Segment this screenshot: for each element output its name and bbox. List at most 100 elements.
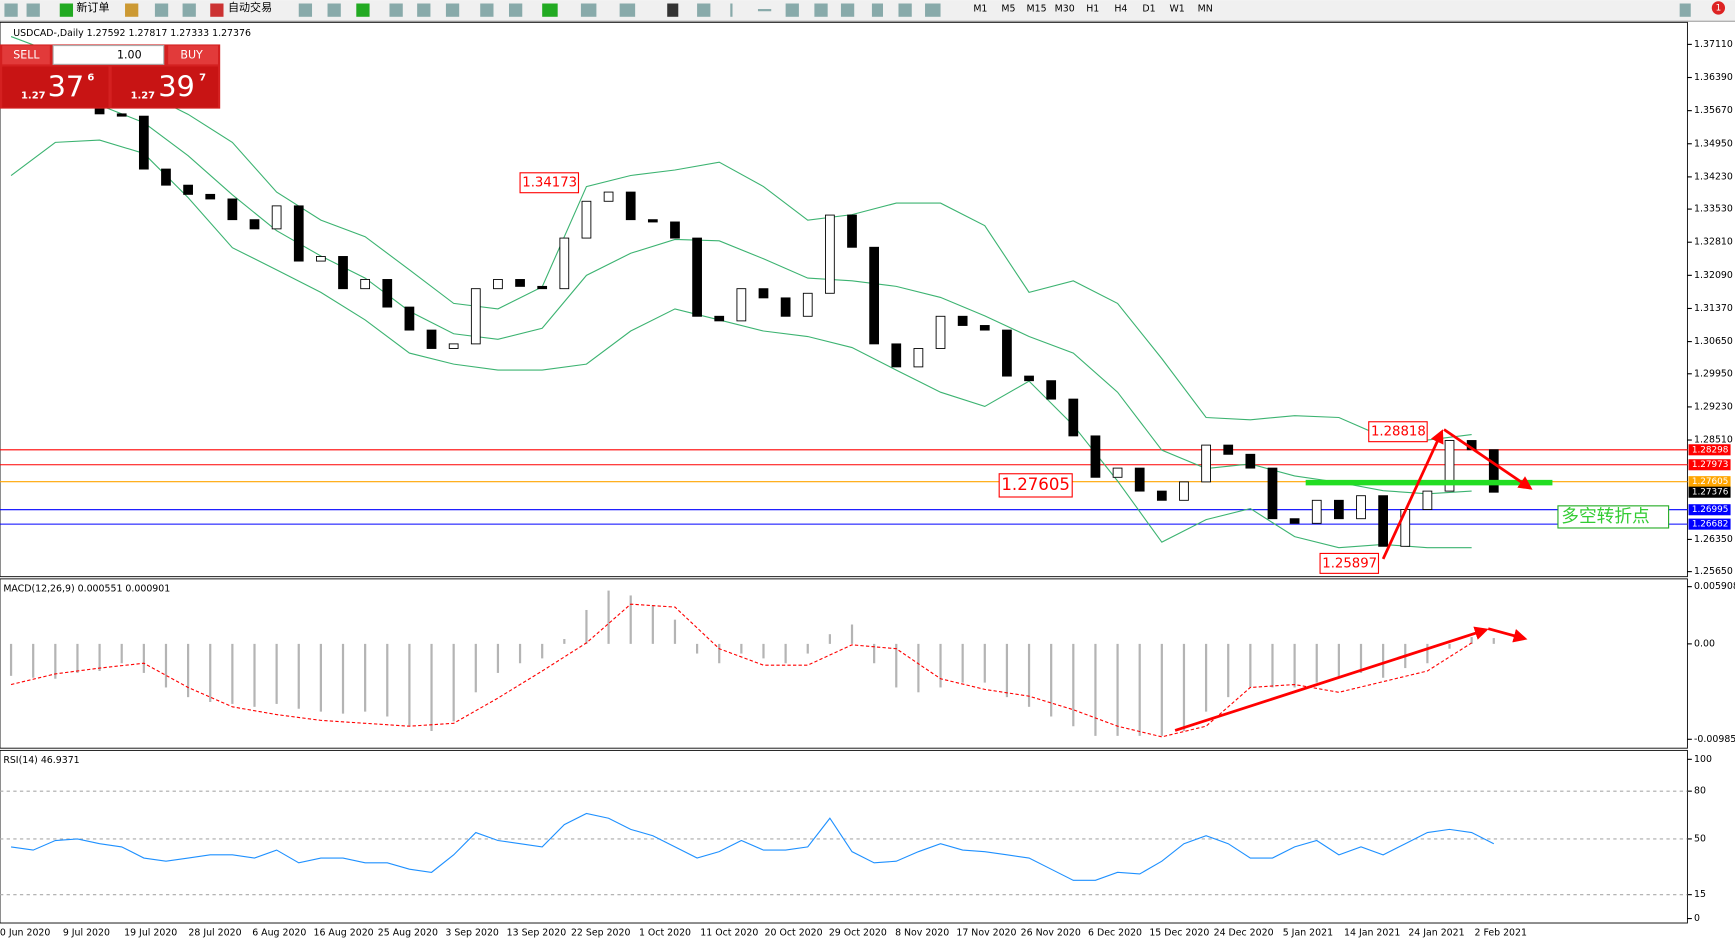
y-tick-label: 1.29950 [1694,368,1733,379]
candle [426,329,437,349]
candle [780,297,791,317]
timeframe-button[interactable]: W1 [1169,4,1184,15]
trade-panel [0,44,221,109]
y-tick-label: 100 [1694,754,1712,765]
candle [382,279,393,308]
x-tick-label: 11 Oct 2020 [700,927,758,938]
x-tick-label: 14 Jan 2021 [1344,927,1400,938]
candle [1488,449,1499,493]
level-tag [1688,504,1731,516]
level-tag-label: 1.27973 [1692,460,1729,470]
candle [891,343,902,368]
timeframe-bar: M1 M5 M15 M30 H1 H4 D1 W1 MN [973,4,1212,15]
x-tick-label: 30 Jun 2020 [0,927,50,938]
candle [979,325,990,331]
macd-header: MACD(12,26,9) 0.000551 0.000901 [3,583,170,594]
x-tick-label: 19 Jul 2020 [124,927,177,938]
annotation: 1.34173 [522,176,577,191]
buy-prefix: 1.27 [131,90,156,101]
timeframe-button[interactable]: M5 [1001,4,1015,15]
annotation: 1.25897 [1322,556,1377,571]
bid-tag [1688,486,1731,498]
level-tag-label: 1.26995 [1692,505,1729,515]
candle [493,279,503,290]
candle [1002,329,1012,377]
bollinger-band [10,36,1472,441]
x-tick-label: 9 Jul 2020 [63,927,110,938]
y-tick-label: 1.25650 [1694,566,1733,577]
candle [183,184,193,195]
annotation: 1.28818 [1371,425,1426,440]
candle [271,205,282,230]
lot-value: 1.00 [117,49,142,62]
lot-input[interactable] [52,44,165,65]
level-tag [1688,518,1731,530]
plots: 1.37110 1.36390 1.35670 1.34950 1.34230 1.335… [0,36,1735,938]
notification-badge[interactable] [1711,1,1726,15]
bid-tag-label: 1.27376 [1692,488,1729,498]
candle [935,315,946,349]
candle [1090,435,1101,478]
buy-big: 39 [158,70,195,104]
arrows [1174,428,1533,732]
candle [1245,453,1256,469]
candle [802,292,813,317]
candle [1267,467,1278,520]
y-tick-label: 1.28510 [1694,435,1733,446]
timeframe-button[interactable]: H1 [1086,4,1099,15]
candle [537,285,548,290]
timeframe-button[interactable]: MN [1198,4,1213,15]
rsi-pane [0,749,1688,924]
candle [1068,398,1079,437]
x-tick-label: 8 Nov 2020 [895,927,949,938]
chart-header: USDCAD-,Daily 1.27592 1.27817 1.27333 1.… [13,28,251,39]
candle [1112,467,1123,478]
sell-sup: 6 [87,73,94,84]
sell-label: SELL [13,49,40,62]
buy-label: BUY [180,49,203,62]
timeframe-button[interactable]: D1 [1142,4,1155,15]
y-tick-label: 1.32090 [1694,270,1733,281]
y-tick-label: 1.34230 [1694,171,1733,182]
x-tick-label: 1 Oct 2020 [639,927,691,938]
sell-button[interactable] [2,45,50,65]
x-tick-label: 17 Nov 2020 [956,927,1016,938]
timeframe-button[interactable]: M30 [1055,4,1075,15]
x-tick-label: 24 Dec 2020 [1214,927,1274,938]
y-tick-label: 1.36390 [1694,72,1733,83]
y-tick-label: 1.33530 [1694,204,1733,215]
x-tick-label: 13 Sep 2020 [507,927,567,938]
timeframe-button[interactable]: H4 [1114,4,1127,15]
candle [913,348,924,368]
candle [1223,444,1234,455]
buy-button[interactable] [168,45,218,65]
x-tick-label: 3 Sep 2020 [445,927,499,938]
buy-quote[interactable] [111,66,218,108]
level-tag [1688,476,1731,488]
candle [404,306,415,331]
candle [448,343,459,349]
sell-quote[interactable] [2,66,109,108]
sell-big: 37 [48,70,85,104]
candle [1444,440,1455,492]
level-tag-label: 1.26682 [1692,520,1729,530]
x-tick-label: 29 Oct 2020 [829,927,887,938]
timeframe-button[interactable]: M1 [973,4,987,15]
candle [869,246,880,345]
candle [559,237,570,290]
candle [1201,444,1211,483]
candle [692,237,702,317]
annotation: 多空转折点 [1561,506,1649,527]
y-tick-label: 1.34950 [1694,138,1733,149]
candle [1311,499,1322,524]
annotation-box [1557,505,1670,529]
y-tick-label: 1.30650 [1694,336,1733,347]
level-tag-label: 1.28298 [1692,445,1729,455]
level-tag [1688,459,1731,471]
auto-trading-button[interactable]: 自动交易 [228,0,272,14]
candle [293,205,304,262]
new-order-button[interactable]: 新订单 [76,0,109,14]
timeframe-button[interactable]: M15 [1027,4,1047,15]
